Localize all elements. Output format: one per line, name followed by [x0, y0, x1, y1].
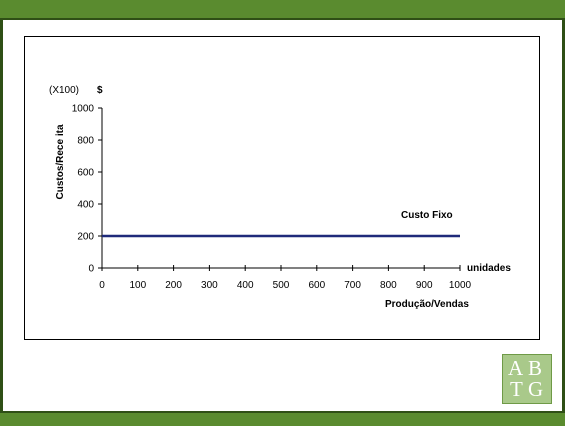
y-currency-label: $ — [97, 85, 103, 96]
x-tick-label: 500 — [273, 280, 290, 291]
x-tick-label: 1000 — [449, 280, 472, 291]
right-border — [562, 18, 565, 413]
y-axis-title: Custos/Rece ita — [55, 124, 66, 199]
x-tick-label: 400 — [237, 280, 254, 291]
y-ticks: 0 200 400 600 800 1000 — [72, 104, 102, 275]
y-tick-label: 200 — [77, 232, 94, 243]
x-tick-label: 700 — [344, 280, 361, 291]
x-tick-label: 200 — [165, 280, 182, 291]
chart-area: 0 200 400 600 800 1000 0 100 200 300 400 500 600 700… — [24, 36, 540, 340]
logo-letter-b: B — [528, 356, 543, 380]
x-axis-title: Produção/Vendas — [385, 299, 469, 310]
y-tick-label: 0 — [88, 264, 94, 275]
x-tick-label: 600 — [308, 280, 325, 291]
x-units-label: unidades — [467, 263, 511, 274]
y-tick-label: 800 — [77, 136, 94, 147]
y-multiplier-label: (X100) — [49, 85, 79, 96]
chart-svg: 0 200 400 600 800 1000 0 100 200 300 400 500 600 700… — [49, 85, 511, 310]
y-tick-label: 400 — [77, 200, 94, 211]
x-tick-label: 100 — [129, 280, 146, 291]
series-label-custo-fixo: Custo Fixo — [401, 210, 453, 221]
x-tick-label: 300 — [201, 280, 218, 291]
y-tick-label: 600 — [77, 168, 94, 179]
top-band — [0, 0, 565, 20]
x-ticks: 0 100 200 300 400 500 600 700 800 900 1000 — [99, 265, 472, 291]
axes — [101, 108, 460, 269]
left-border — [0, 18, 3, 413]
logo-letter-a: A — [508, 356, 524, 380]
x-tick-label: 900 — [416, 280, 433, 291]
logo-letter-g: G — [528, 377, 544, 401]
logo-letter-t: T — [510, 377, 523, 401]
x-tick-label: 800 — [380, 280, 397, 291]
bottom-band — [0, 411, 565, 426]
abtg-logo: A B T G — [502, 354, 552, 404]
y-tick-label: 1000 — [72, 104, 95, 115]
x-tick-label: 0 — [99, 280, 105, 291]
